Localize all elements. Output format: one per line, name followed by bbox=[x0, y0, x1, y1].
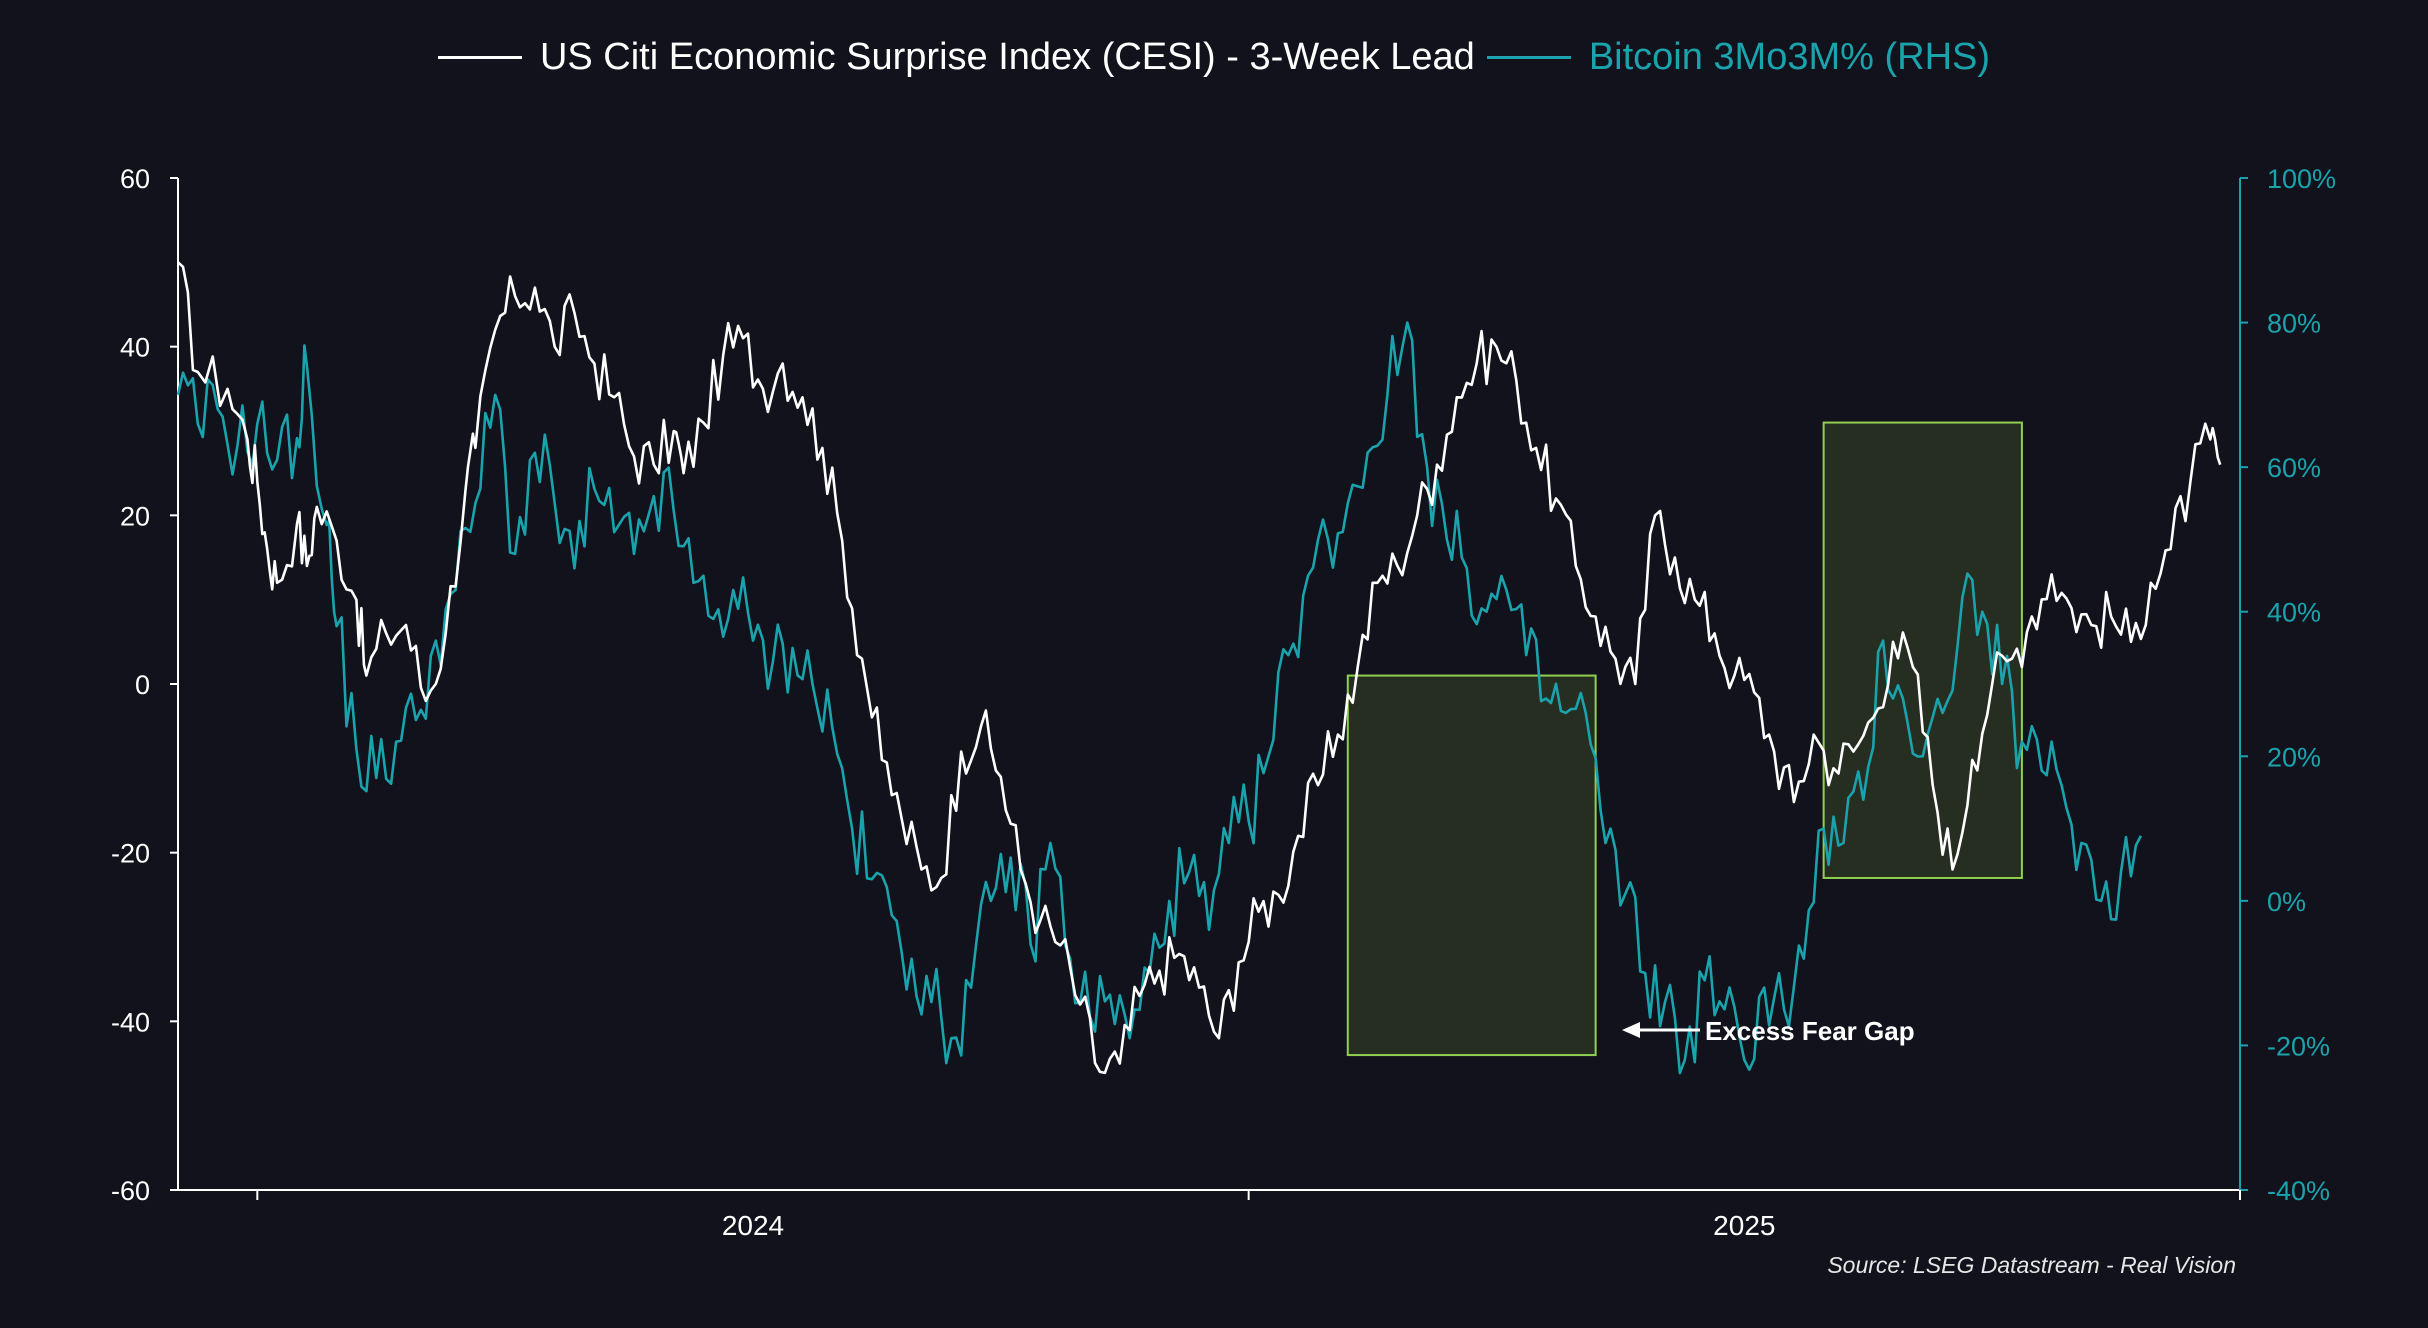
legend-item-btc: Bitcoin 3Mo3M% (RHS) bbox=[1486, 36, 1991, 79]
highlight-box-2 bbox=[1822, 421, 2023, 879]
annotation-label: Excess Fear Gap bbox=[1705, 1016, 1915, 1046]
right-tick-label: -20% bbox=[2267, 1031, 2330, 1061]
legend-label-cesi: US Citi Economic Surprise Index (CESI) -… bbox=[539, 36, 1475, 78]
legend-item-cesi: US Citi Economic Surprise Index (CESI) -… bbox=[437, 36, 1475, 79]
legend: US Citi Economic Surprise Index (CESI) -… bbox=[0, 36, 2428, 79]
legend-label-btc: Bitcoin 3Mo3M% (RHS) bbox=[1588, 36, 1991, 78]
right-tick-label: 20% bbox=[2267, 742, 2321, 772]
annotation: Excess Fear Gap bbox=[1622, 1016, 1915, 1046]
annotation-arrow-head bbox=[1622, 1022, 1640, 1038]
series-lines bbox=[176, 261, 2222, 1075]
left-tick-label: -40 bbox=[111, 1007, 150, 1037]
left-tick-label: 0 bbox=[135, 670, 150, 700]
legend-swatch-btc bbox=[1486, 56, 1571, 59]
axes bbox=[170, 177, 2248, 1200]
left-tick-label: -60 bbox=[111, 1176, 150, 1206]
source-note: Source: LSEG Datastream - Real Vision bbox=[1827, 1252, 2236, 1278]
series-line-bitcoin bbox=[176, 321, 2143, 1075]
highlight-boxes bbox=[1346, 421, 2023, 1057]
left-tick-label: 20 bbox=[120, 501, 150, 531]
right-tick-label: 100% bbox=[2267, 164, 2336, 194]
right-tick-label: 80% bbox=[2267, 309, 2321, 339]
legend-swatch-cesi bbox=[437, 56, 522, 59]
tick-labels: -60 -40 -20 0 20 40 60 -40% -20% 0% 20% 40% 60% 80% 10… bbox=[111, 164, 2336, 1241]
left-tick-label: -20 bbox=[111, 839, 150, 869]
x-tick-label: 2025 bbox=[1713, 1210, 1775, 1241]
right-tick-label: 40% bbox=[2267, 598, 2321, 628]
left-tick-label: 60 bbox=[120, 164, 150, 194]
left-tick-label: 40 bbox=[120, 333, 150, 363]
right-tick-label: -40% bbox=[2267, 1176, 2330, 1206]
right-tick-label: 0% bbox=[2267, 887, 2306, 917]
x-tick-label: 2024 bbox=[722, 1210, 784, 1241]
right-tick-label: 60% bbox=[2267, 453, 2321, 483]
series-line-cesi bbox=[177, 261, 2222, 1075]
highlight-box-1 bbox=[1346, 674, 1597, 1057]
